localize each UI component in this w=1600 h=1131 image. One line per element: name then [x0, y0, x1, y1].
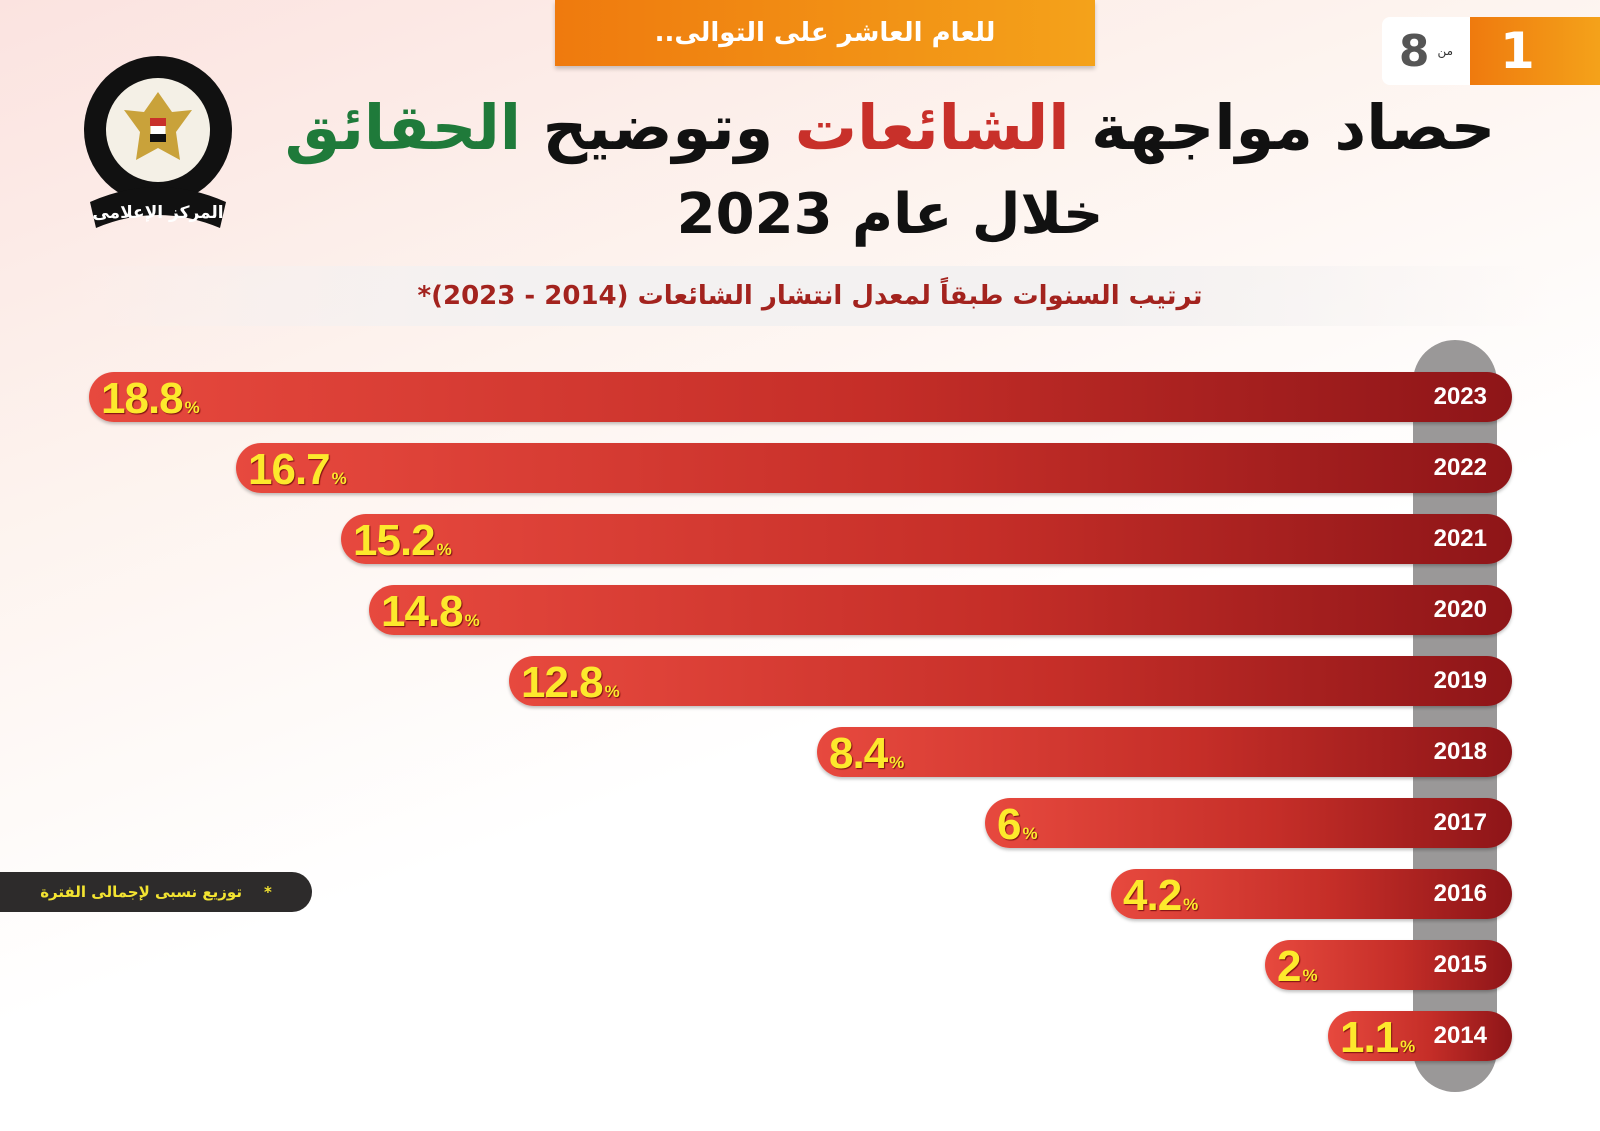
- percent-sign: %: [1183, 895, 1199, 914]
- percent-sign: %: [1022, 824, 1038, 843]
- bar-2014: 1.1%: [1328, 1011, 1512, 1062]
- top-banner: للعام العاشر على التوالى..: [555, 0, 1095, 66]
- year-label: 2016: [1433, 880, 1487, 907]
- year-label: 2018: [1433, 738, 1487, 765]
- value-label: 16.7%: [248, 443, 347, 494]
- value-number: 6: [997, 800, 1022, 849]
- bar-2015: 2%: [1265, 940, 1512, 991]
- footnote: * توزيع نسبى لإجمالى الفترة: [0, 872, 312, 912]
- value-label: 2%: [1277, 940, 1318, 991]
- bar-2020: 14.8%: [369, 585, 1512, 636]
- note-text: توزيع نسبى لإجمالى الفترة: [40, 883, 242, 901]
- page-total: 8 من: [1382, 17, 1470, 85]
- title-facts: الحقائق: [284, 91, 521, 164]
- page-indicator: 8 من 1: [1382, 17, 1600, 85]
- bar-2018: 8.4%: [817, 727, 1512, 778]
- bar-2022: 16.7%: [236, 443, 1512, 494]
- year-label: 2015: [1433, 951, 1487, 978]
- percent-sign: %: [464, 611, 480, 630]
- year-label: 2014: [1433, 1022, 1487, 1049]
- year-label: 2022: [1433, 454, 1487, 481]
- value-number: 15.2: [353, 516, 436, 565]
- value-label: 8.4%: [829, 727, 904, 778]
- bar-2023: 18.8%: [89, 372, 1512, 423]
- value-label: 14.8%: [381, 585, 480, 636]
- current-page: 1: [1470, 17, 1600, 85]
- percent-sign: %: [1302, 966, 1318, 985]
- media-center-logo: المركز الإعلامى: [80, 52, 236, 232]
- value-number: 12.8: [521, 658, 604, 707]
- value-number: 8.4: [829, 729, 888, 778]
- note-star: *: [263, 883, 272, 901]
- title-line2: خلال عام 2023: [676, 182, 1104, 247]
- percent-sign: %: [889, 753, 905, 772]
- bar-2017: 6%: [985, 798, 1512, 849]
- value-label: 4.2%: [1123, 869, 1198, 920]
- chart-title-bar: ترتيب السنوات طبقاً لمعدل انتشار الشائعا…: [70, 266, 1550, 326]
- value-number: 1.1: [1340, 1013, 1399, 1062]
- year-label: 2021: [1433, 525, 1487, 552]
- banner-text: للعام العاشر على التوالى..: [654, 18, 996, 48]
- value-label: 1.1%: [1340, 1011, 1415, 1062]
- bar-2016: 4.2%: [1111, 869, 1512, 920]
- title-rumors: الشائعات: [794, 91, 1070, 164]
- percent-sign: %: [1400, 1037, 1416, 1056]
- title-part: حصاد مواجهة: [1069, 91, 1496, 164]
- value-label: 12.8%: [521, 656, 620, 707]
- year-label: 2019: [1433, 667, 1487, 694]
- year-label: 2023: [1433, 383, 1487, 410]
- value-label: 15.2%: [353, 514, 452, 565]
- title-part: وتوضيح: [521, 91, 795, 164]
- percent-sign: %: [604, 682, 620, 701]
- chart-title: ترتيب السنوات طبقاً لمعدل انتشار الشائعا…: [417, 281, 1203, 311]
- percent-sign: %: [331, 469, 347, 488]
- logo-text: المركز الإعلامى: [92, 203, 223, 223]
- value-label: 18.8%: [101, 372, 200, 423]
- year-label: 2020: [1433, 596, 1487, 623]
- total-pages: 8: [1398, 25, 1430, 77]
- main-title: حصاد مواجهة الشائعات وتوضيح الحقائق: [260, 88, 1520, 168]
- of-label: من: [1437, 44, 1454, 58]
- bar-2019: 12.8%: [509, 656, 1512, 707]
- year-label: 2017: [1433, 809, 1487, 836]
- value-number: 4.2: [1123, 871, 1182, 920]
- bar-2021: 15.2%: [341, 514, 1512, 565]
- value-number: 16.7: [248, 445, 331, 494]
- value-number: 2: [1277, 942, 1302, 991]
- value-label: 6%: [997, 798, 1038, 849]
- value-number: 14.8: [381, 587, 464, 636]
- value-number: 18.8: [101, 374, 184, 423]
- percent-sign: %: [184, 398, 200, 417]
- percent-sign: %: [436, 540, 452, 559]
